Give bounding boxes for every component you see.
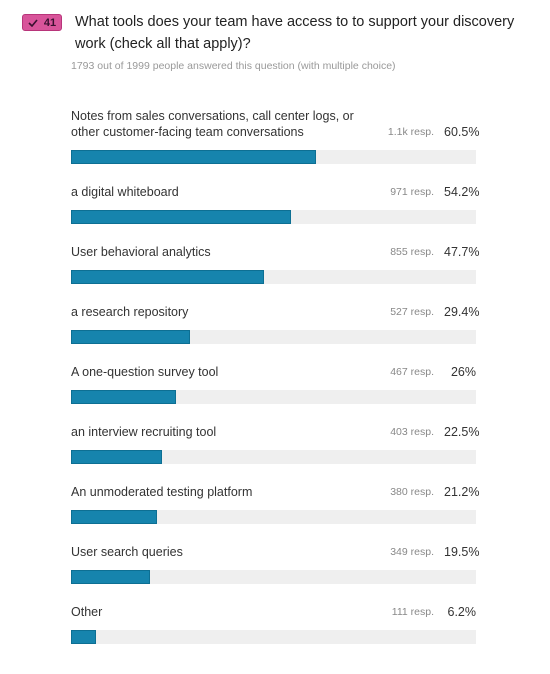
response-count: 855 resp. — [390, 246, 434, 258]
bar-track — [71, 630, 476, 644]
response-count: 1.1k resp. — [387, 126, 434, 138]
result-stats: 527 resp. 29.4% — [390, 304, 480, 320]
percent-label: 19.5% — [444, 545, 480, 559]
bar — [71, 270, 265, 284]
result-row: A one-question survey tool 467 resp. 26% — [71, 364, 476, 380]
option-label: A one-question survey tool — [71, 365, 219, 379]
percent-label: 29.4% — [444, 305, 480, 319]
percent-label: 47.7% — [444, 245, 480, 259]
result-item: User behavioral analytics 855 resp. 47.7% — [71, 244, 480, 284]
result-row: Notes from sales conversations, call cen… — [71, 108, 480, 140]
option-label: Notes from sales conversations, call cen… — [71, 109, 354, 139]
result-item: an interview recruiting tool 403 resp. 22.… — [71, 424, 480, 464]
result-row: a digital whiteboard 971 resp. 54.2% — [71, 184, 480, 200]
badge: 41 — [22, 14, 62, 31]
bar-track — [71, 510, 476, 524]
bar — [71, 390, 177, 404]
percent-label: 26% — [450, 365, 476, 379]
result-stats: 403 resp. 22.5% — [390, 424, 480, 440]
response-count: 467 resp. — [390, 366, 434, 378]
result-row: User search queries 349 resp. 19.5% — [71, 544, 480, 560]
result-item: User search queries 349 resp. 19.5% — [71, 544, 480, 584]
result-row: a research repository 527 resp. 29.4% — [71, 304, 480, 320]
result-item: a digital whiteboard 971 resp. 54.2% — [71, 184, 480, 224]
bar-track — [71, 450, 476, 464]
response-count: 349 resp. — [390, 546, 434, 558]
result-row: An unmoderated testing platform 380 resp.… — [71, 484, 480, 500]
option-label: User behavioral analytics — [71, 245, 211, 259]
result-stats: 111 resp. 6.2% — [392, 604, 476, 620]
result-stats: 855 resp. 47.7% — [390, 244, 480, 260]
bar-track — [71, 330, 476, 344]
bar-track — [71, 210, 476, 224]
percent-label: 54.2% — [444, 185, 480, 199]
badge-count: 41 — [43, 16, 57, 29]
option-label: an interview recruiting tool — [71, 425, 217, 439]
bar — [71, 450, 163, 464]
result-item: Other 111 resp. 6.2% — [71, 604, 476, 644]
result-item: a research repository 527 resp. 29.4% — [71, 304, 480, 344]
response-count: 380 resp. — [390, 486, 434, 498]
subtitle: 1793 out of 1999 people answered this qu… — [71, 60, 396, 72]
response-count: 527 resp. — [390, 306, 434, 318]
response-count: 971 resp. — [390, 186, 434, 198]
result-item: An unmoderated testing platform 380 resp.… — [71, 484, 480, 524]
response-count: 111 resp. — [391, 606, 434, 618]
bar-track — [71, 570, 476, 584]
option-label: a digital whiteboard — [71, 185, 179, 199]
results: Notes from sales conversations, call cen… — [71, 108, 480, 664]
result-stats: 1.1k resp. 60.5% — [387, 124, 480, 140]
question-title: What tools does your team have access to… — [75, 14, 515, 52]
result-row: an interview recruiting tool 403 resp. 22.… — [71, 424, 480, 440]
result-stats: 467 resp. 26% — [390, 364, 476, 380]
result-item: Notes from sales conversations, call cen… — [71, 108, 480, 164]
result-row: User behavioral analytics 855 resp. 47.7% — [71, 244, 480, 260]
bar — [71, 570, 150, 584]
bar — [71, 510, 157, 524]
response-count: 403 resp. — [390, 426, 434, 438]
result-row: Other 111 resp. 6.2% — [71, 604, 476, 620]
option-label: Other — [71, 605, 103, 619]
check-icon — [28, 18, 38, 27]
bar — [71, 630, 97, 644]
result-stats: 971 resp. 54.2% — [390, 184, 480, 200]
percent-label: 6.2% — [447, 605, 477, 619]
option-label: An unmoderated testing platform — [71, 485, 253, 499]
bar-track — [71, 150, 476, 164]
bar — [71, 330, 191, 344]
result-stats: 349 resp. 19.5% — [390, 544, 480, 560]
result-stats: 380 resp. 21.2% — [390, 484, 480, 500]
percent-label: 22.5% — [444, 425, 480, 439]
bar-track — [71, 270, 476, 284]
option-label: a research repository — [71, 305, 189, 319]
result-item: A one-question survey tool 467 resp. 26% — [71, 364, 476, 404]
bar-track — [71, 390, 476, 404]
percent-label: 21.2% — [444, 485, 480, 499]
percent-label: 60.5% — [444, 125, 480, 139]
option-label: User search queries — [71, 545, 183, 559]
bar — [71, 210, 291, 224]
bar — [71, 150, 317, 164]
